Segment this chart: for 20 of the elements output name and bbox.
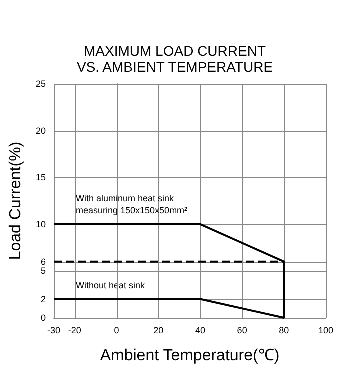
y-axis-title: Load Current(%) xyxy=(8,142,24,260)
y-tick-label: 15 xyxy=(36,172,46,183)
x-tick-label: -30 xyxy=(47,326,61,336)
x-tick-label: 20 xyxy=(154,326,164,336)
y-tick-label: 2 xyxy=(40,294,46,304)
x-tick-label: 100 xyxy=(318,326,334,336)
x-tick-label: 60 xyxy=(237,326,248,336)
y-tick-label: 10 xyxy=(36,219,46,230)
y-tick-label: 6 xyxy=(40,256,46,267)
x-tick-label: 0 xyxy=(114,326,120,336)
x-tick-label: 40 xyxy=(195,326,206,336)
x-axis-title: Ambient Temperature(℃) xyxy=(100,348,280,364)
x-tick-label: 80 xyxy=(279,326,290,336)
x-tick-label: -20 xyxy=(68,326,82,336)
chart-title: MAXIMUM LOAD CURRENT VS. AMBIENT TEMPERATURE xyxy=(76,43,274,75)
y-tick-label: 5 xyxy=(40,266,46,276)
annotation: With aluminum heat sink measuring 150x150x50mm² xyxy=(76,193,188,216)
y-tick-label: 0 xyxy=(40,313,46,323)
y-tick-label: 20 xyxy=(36,126,46,136)
y-tick-label: 25 xyxy=(36,79,46,89)
